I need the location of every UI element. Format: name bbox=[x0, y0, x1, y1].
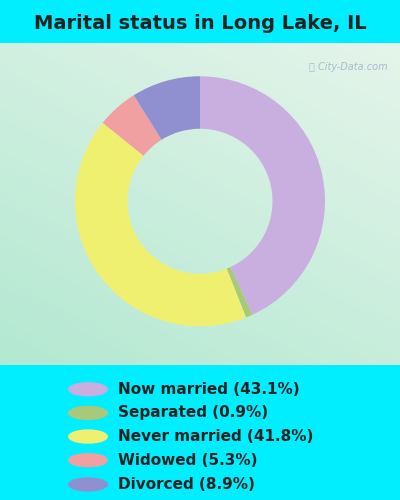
Circle shape bbox=[69, 478, 107, 491]
Circle shape bbox=[69, 383, 107, 396]
Text: ⓘ City-Data.com: ⓘ City-Data.com bbox=[309, 62, 388, 72]
Circle shape bbox=[69, 430, 107, 443]
Text: Separated (0.9%): Separated (0.9%) bbox=[118, 406, 268, 420]
Wedge shape bbox=[103, 96, 162, 156]
Wedge shape bbox=[227, 267, 252, 318]
Text: Divorced (8.9%): Divorced (8.9%) bbox=[118, 477, 255, 492]
Text: Now married (43.1%): Now married (43.1%) bbox=[118, 382, 300, 397]
Text: Widowed (5.3%): Widowed (5.3%) bbox=[118, 452, 258, 468]
Text: Never married (41.8%): Never married (41.8%) bbox=[118, 429, 313, 444]
Circle shape bbox=[69, 406, 107, 420]
Circle shape bbox=[69, 454, 107, 466]
Wedge shape bbox=[134, 76, 200, 140]
Wedge shape bbox=[200, 76, 325, 314]
Wedge shape bbox=[75, 123, 246, 326]
Text: Marital status in Long Lake, IL: Marital status in Long Lake, IL bbox=[34, 14, 366, 33]
